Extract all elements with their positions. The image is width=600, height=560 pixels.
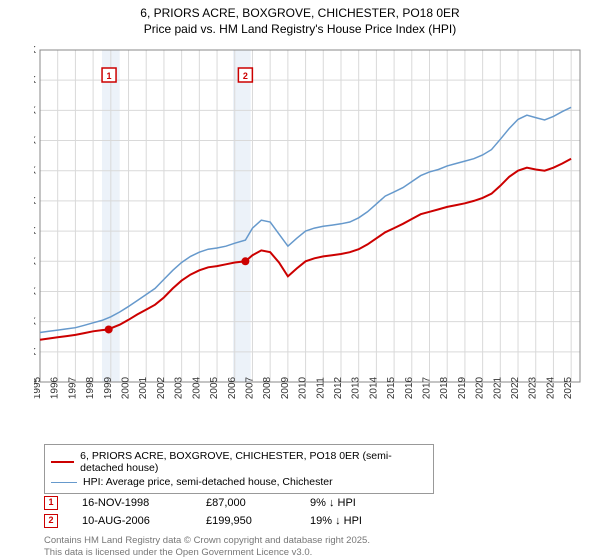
svg-text:2014: 2014	[368, 376, 379, 399]
svg-text:2013: 2013	[351, 376, 362, 399]
chart-svg: £0£50K£100K£150K£200K£250K£300K£350K£400…	[34, 44, 590, 414]
svg-text:1999: 1999	[103, 376, 114, 399]
svg-text:2017: 2017	[422, 376, 433, 399]
svg-text:2011: 2011	[315, 377, 326, 399]
sales-price: £199,950	[206, 515, 286, 527]
svg-text:£200K: £200K	[34, 256, 36, 267]
svg-text:2023: 2023	[528, 376, 539, 399]
svg-text:1998: 1998	[85, 376, 96, 399]
svg-text:£150K: £150K	[34, 286, 36, 297]
sales-price: £87,000	[206, 497, 286, 509]
svg-text:2020: 2020	[475, 376, 486, 399]
svg-text:2003: 2003	[174, 376, 185, 399]
title-line2: Price paid vs. HM Land Registry's House …	[0, 22, 600, 38]
svg-text:2025: 2025	[563, 376, 574, 399]
sales-date: 10-AUG-2006	[82, 515, 182, 527]
sales-date: 16-NOV-1998	[82, 497, 182, 509]
legend-box: 6, PRIORS ACRE, BOXGROVE, CHICHESTER, PO…	[44, 444, 434, 494]
svg-text:1: 1	[107, 71, 112, 81]
svg-text:£100K: £100K	[34, 317, 36, 328]
svg-text:2000: 2000	[121, 376, 132, 399]
svg-text:2015: 2015	[386, 376, 397, 399]
svg-text:2: 2	[243, 71, 248, 81]
footer-line1: Contains HM Land Registry data © Crown c…	[44, 535, 370, 546]
svg-text:2022: 2022	[510, 376, 521, 399]
svg-text:2008: 2008	[262, 376, 273, 399]
svg-text:2005: 2005	[209, 376, 220, 399]
svg-text:£50K: £50K	[34, 347, 36, 358]
sales-hpi: 9% ↓ HPI	[310, 497, 390, 509]
svg-text:2019: 2019	[457, 376, 468, 399]
legend-label: 6, PRIORS ACRE, BOXGROVE, CHICHESTER, PO…	[80, 450, 427, 474]
svg-text:£300K: £300K	[34, 196, 36, 207]
svg-text:1995: 1995	[34, 376, 43, 399]
chart-container: 6, PRIORS ACRE, BOXGROVE, CHICHESTER, PO…	[0, 0, 600, 560]
svg-text:£250K: £250K	[34, 226, 36, 237]
svg-text:£400K: £400K	[34, 136, 36, 147]
sales-marker: 2	[44, 514, 58, 528]
svg-text:1996: 1996	[50, 376, 61, 399]
chart-area: £0£50K£100K£150K£200K£250K£300K£350K£400…	[34, 44, 590, 414]
title-line1: 6, PRIORS ACRE, BOXGROVE, CHICHESTER, PO…	[0, 6, 600, 22]
sales-marker: 1	[44, 496, 58, 510]
svg-text:2006: 2006	[227, 376, 238, 399]
svg-text:£550K: £550K	[34, 45, 36, 56]
footer: Contains HM Land Registry data © Crown c…	[44, 535, 370, 558]
svg-text:2004: 2004	[191, 376, 202, 399]
footer-line2: This data is licensed under the Open Gov…	[44, 547, 370, 558]
svg-text:2016: 2016	[404, 376, 415, 399]
svg-text:£450K: £450K	[34, 105, 36, 116]
svg-text:2012: 2012	[333, 376, 344, 399]
svg-text:£500K: £500K	[34, 75, 36, 86]
svg-text:2007: 2007	[244, 376, 255, 399]
svg-text:1997: 1997	[67, 376, 78, 399]
sales-table: 1 16-NOV-1998 £87,000 9% ↓ HPI 2 10-AUG-2006 £…	[44, 494, 390, 530]
svg-text:2001: 2001	[138, 376, 149, 399]
svg-text:2018: 2018	[439, 376, 450, 399]
svg-text:2009: 2009	[280, 376, 291, 399]
svg-text:£350K: £350K	[34, 166, 36, 177]
svg-text:2024: 2024	[545, 376, 556, 399]
sales-row: 1 16-NOV-1998 £87,000 9% ↓ HPI	[44, 494, 390, 512]
svg-text:2010: 2010	[298, 376, 309, 399]
sales-hpi: 19% ↓ HPI	[310, 515, 390, 527]
legend-swatch	[51, 482, 77, 483]
legend-row: 6, PRIORS ACRE, BOXGROVE, CHICHESTER, PO…	[51, 449, 427, 475]
svg-text:2021: 2021	[492, 376, 503, 399]
legend-swatch	[51, 461, 74, 463]
svg-text:2002: 2002	[156, 376, 167, 399]
sales-row: 2 10-AUG-2006 £199,950 19% ↓ HPI	[44, 512, 390, 530]
legend-row: HPI: Average price, semi-detached house,…	[51, 475, 427, 489]
title-block: 6, PRIORS ACRE, BOXGROVE, CHICHESTER, PO…	[0, 0, 600, 37]
legend-label: HPI: Average price, semi-detached house,…	[83, 476, 333, 488]
